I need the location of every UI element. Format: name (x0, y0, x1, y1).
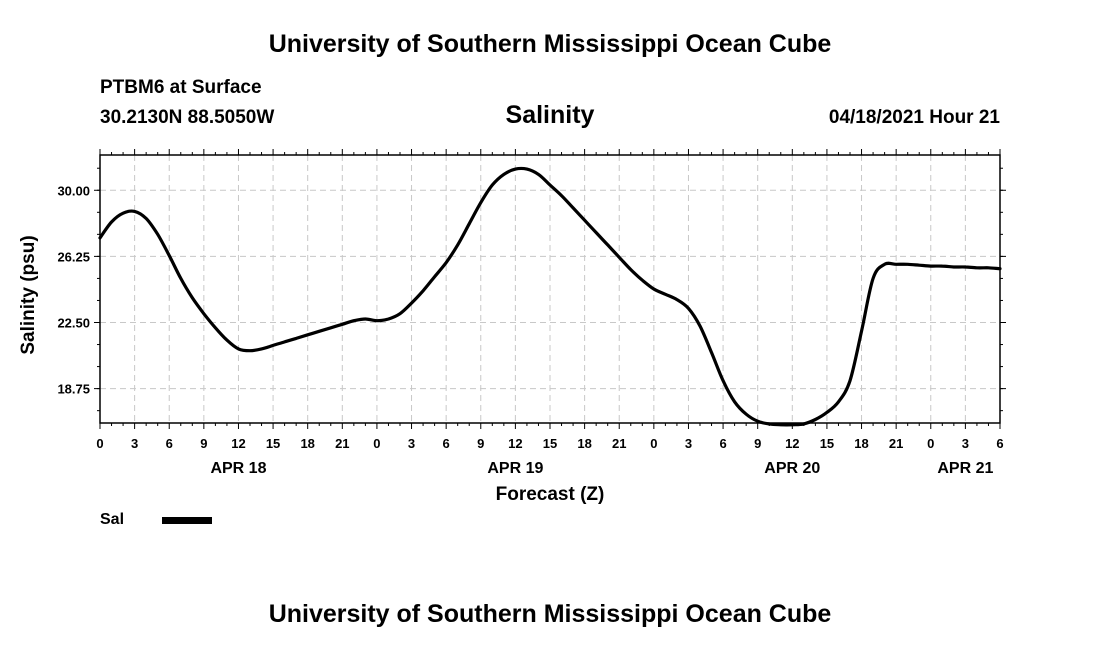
date-label: APR 21 (937, 460, 993, 477)
x-tick-label: 21 (612, 436, 626, 451)
date-label: APR 20 (764, 460, 820, 477)
x-tick-label: 15 (266, 436, 280, 451)
y-tick-label: 30.00 (57, 183, 90, 198)
x-tick-label: 3 (685, 436, 692, 451)
x-tick-label: 21 (335, 436, 349, 451)
station-coordinates: 30.2130N 88.5050W (100, 107, 275, 128)
date-label: APR 19 (487, 460, 543, 477)
x-tick-label: 0 (373, 436, 380, 451)
x-tick-label: 6 (443, 436, 450, 451)
x-tick-label: 6 (996, 436, 1003, 451)
y-tick-label: 18.75 (57, 382, 90, 397)
x-tick-label: 18 (854, 436, 868, 451)
page-title: University of Southern Mississippi Ocean… (268, 30, 832, 58)
chart-title: Salinity (505, 101, 595, 129)
footer-title: University of Southern Mississippi Ocean… (268, 600, 832, 628)
x-tick-label: 9 (200, 436, 207, 451)
x-tick-label: 0 (650, 436, 657, 451)
valid-time: 04/18/2021 Hour 21 (828, 107, 1000, 128)
grid-lines (100, 155, 1000, 423)
x-tick-label: 18 (300, 436, 314, 451)
x-tick-label: 6 (719, 436, 726, 451)
x-tick-label: 15 (820, 436, 834, 451)
y-tick-label: 26.25 (57, 249, 90, 264)
x-tick-label: 21 (889, 436, 903, 451)
x-tick-label: 18 (577, 436, 591, 451)
salinity-series-line (98, 166, 1002, 427)
axis-ticks (94, 149, 1006, 429)
x-tick-label: 12 (785, 436, 799, 451)
x-tick-label: 9 (754, 436, 761, 451)
x-tick-label: 3 (962, 436, 969, 451)
x-tick-label: 3 (408, 436, 415, 451)
x-tick-label: 0 (96, 436, 103, 451)
x-tick-label: 12 (508, 436, 522, 451)
date-label: APR 18 (210, 460, 266, 477)
x-tick-label: 12 (231, 436, 245, 451)
x-tick-label: 9 (477, 436, 484, 451)
y-axis-label: Salinity (psu) (18, 235, 39, 354)
x-tick-label: 6 (166, 436, 173, 451)
legend-label: Sal (100, 511, 125, 528)
axis-tick-labels: 0 3 6 9 12 15 18 21 0 3 6 9 12 15 18 21 0 3 6 9 12 15 18 21 0 3 6A… (57, 183, 1003, 477)
x-axis-label: Forecast (Z) (495, 484, 605, 505)
y-tick-label: 22.50 (57, 316, 90, 331)
x-tick-label: 3 (131, 436, 138, 451)
station-name: PTBM6 at Surface (100, 77, 262, 98)
x-tick-label: 15 (543, 436, 557, 451)
legend-swatch (162, 517, 212, 524)
x-tick-label: 0 (927, 436, 934, 451)
